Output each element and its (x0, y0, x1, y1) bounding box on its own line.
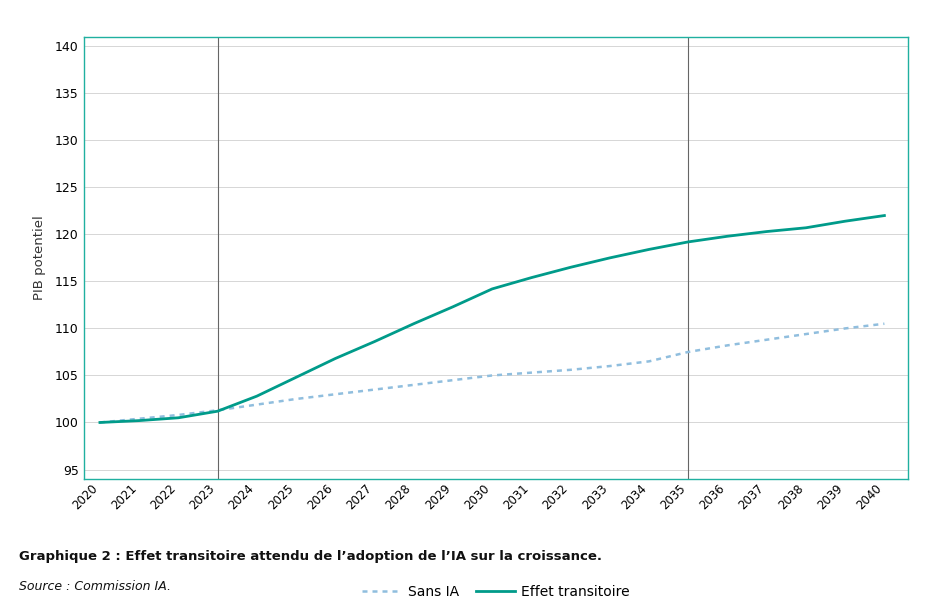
Effet transitoire (682, 238, 694, 246)
Sans IA (879, 320, 890, 327)
Sans IA (487, 371, 498, 379)
Sans IA (173, 411, 184, 419)
Effet transitoire (329, 355, 341, 362)
Sans IA (329, 391, 341, 398)
Effet transitoire (761, 228, 772, 235)
Text: Graphique 2 : Effet transitoire attendu de l’adoption de l’IA sur la croissance.: Graphique 2 : Effet transitoire attendu … (19, 550, 602, 562)
Effet transitoire (408, 320, 419, 327)
Legend: Sans IA, Effet transitoire: Sans IA, Effet transitoire (357, 580, 636, 605)
Sans IA (840, 325, 851, 332)
Effet transitoire (447, 303, 459, 311)
Effet transitoire (487, 286, 498, 293)
Effet transitoire (879, 212, 890, 219)
Text: Source : Commission IA.: Source : Commission IA. (19, 580, 170, 593)
Sans IA (605, 362, 616, 370)
Sans IA (134, 415, 145, 422)
Y-axis label: PIB potentiel: PIB potentiel (34, 216, 47, 300)
Effet transitoire (251, 392, 262, 400)
Effet transitoire (134, 417, 145, 424)
Effet transitoire (526, 274, 537, 281)
Effet transitoire (565, 263, 577, 271)
Sans IA (526, 369, 537, 376)
Effet transitoire (212, 408, 223, 415)
Effet transitoire (840, 217, 851, 225)
Sans IA (722, 341, 733, 349)
Sans IA (761, 336, 772, 343)
Effet transitoire (643, 246, 654, 253)
Effet transitoire (95, 419, 106, 426)
Sans IA (565, 366, 577, 373)
Sans IA (369, 386, 380, 393)
Line: Sans IA: Sans IA (100, 324, 885, 422)
Sans IA (643, 358, 654, 365)
Sans IA (212, 406, 223, 414)
Effet transitoire (722, 233, 733, 240)
Sans IA (447, 376, 459, 384)
Line: Effet transitoire: Effet transitoire (100, 216, 885, 422)
Effet transitoire (605, 254, 616, 262)
Sans IA (95, 419, 106, 426)
Effet transitoire (173, 414, 184, 421)
Effet transitoire (290, 374, 301, 381)
Effet transitoire (369, 338, 380, 345)
Sans IA (800, 330, 812, 338)
Sans IA (682, 348, 694, 356)
Sans IA (251, 401, 262, 408)
Effet transitoire (800, 224, 812, 231)
Sans IA (290, 395, 301, 403)
Sans IA (408, 381, 419, 389)
